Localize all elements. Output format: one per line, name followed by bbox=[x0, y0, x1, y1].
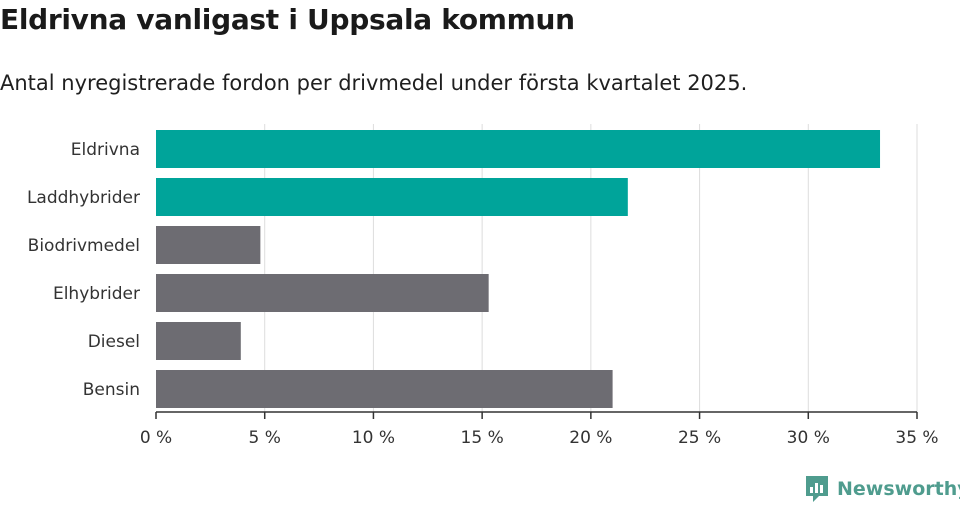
brand-name: Newsworthy bbox=[837, 478, 960, 500]
bar bbox=[156, 130, 881, 168]
category-label: Biodrivmedel bbox=[28, 236, 140, 256]
category-label: Laddhybrider bbox=[27, 188, 140, 208]
chart-subtitle: Antal nyregistrerade fordon per drivmede… bbox=[0, 71, 748, 95]
x-tick-label: 0 % bbox=[140, 428, 172, 448]
newsworthy-logo: Newsworthy bbox=[804, 474, 960, 504]
bar bbox=[156, 370, 613, 408]
category-label: Bensin bbox=[83, 380, 140, 400]
newsworthy-icon bbox=[806, 476, 828, 502]
category-label: Diesel bbox=[88, 332, 140, 352]
x-tick-label: 10 % bbox=[352, 428, 395, 448]
x-tick-label: 30 % bbox=[787, 428, 830, 448]
x-tick-label: 5 % bbox=[249, 428, 281, 448]
x-tick-label: 25 % bbox=[678, 428, 721, 448]
bar bbox=[156, 226, 261, 264]
category-label: Elhybrider bbox=[53, 284, 140, 304]
x-tick-label: 15 % bbox=[461, 428, 504, 448]
category-label: Eldrivna bbox=[71, 140, 140, 160]
bar bbox=[156, 178, 628, 216]
bar bbox=[156, 322, 241, 360]
chart-title: Eldrivna vanligast i Uppsala kommun bbox=[0, 3, 575, 36]
x-tick-label: 35 % bbox=[895, 428, 938, 448]
x-tick-label: 20 % bbox=[569, 428, 612, 448]
bar bbox=[156, 274, 489, 312]
